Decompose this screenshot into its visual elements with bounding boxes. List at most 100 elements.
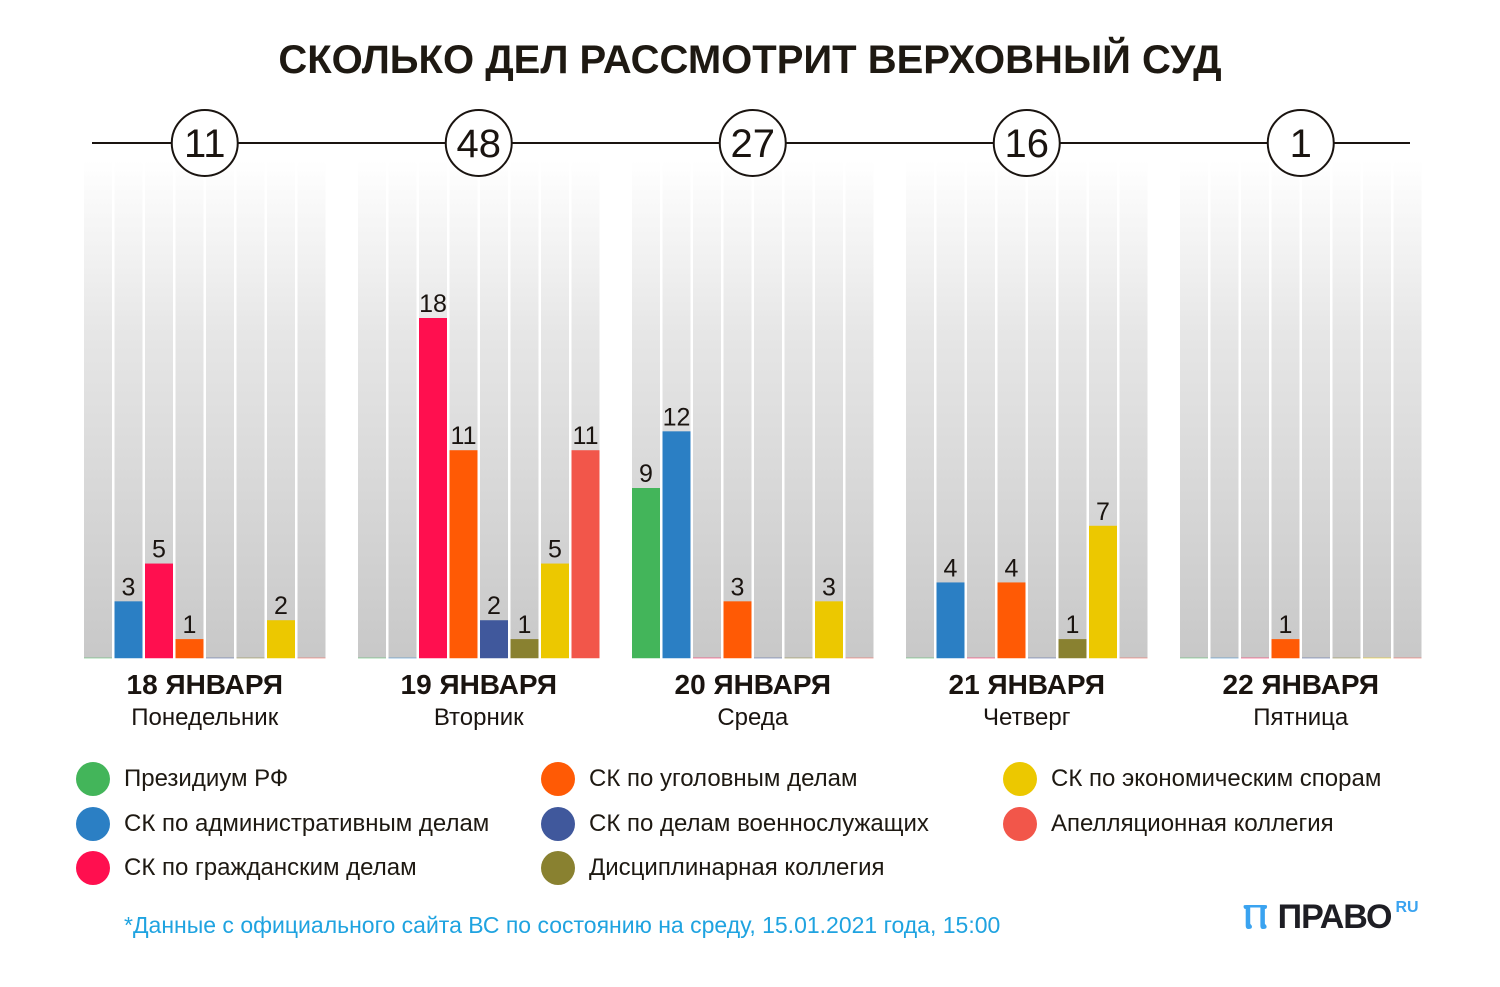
logo-suffix: RU bbox=[1395, 899, 1419, 916]
weekday-label: Понедельник bbox=[131, 704, 278, 731]
column-baseline bbox=[388, 657, 417, 659]
column-background bbox=[754, 160, 782, 658]
day-total-label: 27 bbox=[731, 122, 776, 166]
total-circle bbox=[992, 109, 1061, 177]
pravo-ru-logo[interactable]: Ⲡ ПРАВО RU bbox=[1243, 898, 1419, 936]
date-label: 19 ЯНВАРЯ bbox=[401, 669, 557, 700]
bar-value-label: 1 bbox=[1066, 611, 1080, 639]
pravo-logo-icon: Ⲡ bbox=[1243, 898, 1268, 936]
column-baseline bbox=[84, 657, 112, 659]
column-background bbox=[510, 160, 539, 658]
day-group: 1 1 22 ЯНВАРЯ Пятница bbox=[1180, 109, 1422, 731]
total-circle bbox=[170, 109, 239, 177]
column-baseline bbox=[1119, 657, 1148, 659]
column-baseline bbox=[1210, 657, 1239, 659]
legend-label: Дисциплинарная коллегия bbox=[589, 854, 885, 881]
bar-value-label: 1 bbox=[518, 611, 532, 639]
column-background bbox=[693, 160, 721, 658]
legend-item-administrative: СК по административным делам bbox=[76, 807, 489, 841]
column-baseline bbox=[358, 657, 386, 659]
column-baseline bbox=[1393, 657, 1422, 659]
legend-item-civil: СК по гражданским делам bbox=[76, 851, 417, 885]
column-background bbox=[784, 160, 813, 658]
column-baseline bbox=[1363, 657, 1391, 659]
day-total-label: 1 bbox=[1290, 122, 1312, 166]
bar bbox=[541, 563, 569, 658]
legend-item-economic: СК по экономическим спорам bbox=[1003, 762, 1381, 796]
day-total-label: 16 bbox=[1005, 122, 1050, 166]
column-baseline bbox=[693, 657, 721, 659]
column-background bbox=[1302, 160, 1330, 658]
legend-dot-icon bbox=[541, 851, 575, 885]
day-group: 4 4 1 7 16 21 ЯНВАРЯ Четверг bbox=[906, 109, 1148, 731]
bar-value-label: 5 bbox=[152, 536, 166, 564]
column-baseline bbox=[845, 657, 874, 659]
column-baseline bbox=[754, 657, 782, 659]
legend-dot-icon bbox=[76, 762, 110, 796]
column-background bbox=[723, 160, 752, 658]
bar bbox=[662, 431, 691, 658]
legend-item-military: СК по делам военнослужащих bbox=[541, 807, 929, 841]
column-background bbox=[815, 160, 843, 658]
column-background bbox=[1058, 160, 1087, 658]
column-background bbox=[175, 160, 204, 658]
day-group: 35 1 2 11 18 ЯНВАРЯ Понедельник bbox=[84, 109, 326, 731]
column-baseline bbox=[1028, 657, 1056, 659]
column-baseline bbox=[236, 657, 265, 659]
total-circle bbox=[444, 109, 513, 177]
legend-label: Президиум РФ bbox=[124, 765, 289, 792]
column-background bbox=[1332, 160, 1361, 658]
column-baseline bbox=[1302, 657, 1330, 659]
date-label: 22 ЯНВАРЯ bbox=[1223, 669, 1379, 700]
legend-dot-icon bbox=[541, 807, 575, 841]
logo-text: ПРАВО bbox=[1277, 898, 1393, 936]
column-background bbox=[297, 160, 326, 658]
legend-dot-icon bbox=[76, 807, 110, 841]
bar-value-label: 3 bbox=[122, 573, 136, 601]
column-background bbox=[845, 160, 874, 658]
bar bbox=[815, 601, 843, 658]
bar-value-label: 3 bbox=[822, 573, 836, 601]
weekday-label: Пятница bbox=[1253, 704, 1349, 731]
chart-title: СКОЛЬКО ДЕЛ РАССМОТРИТ ВЕРХОВНЫЙ СУД bbox=[278, 38, 1222, 82]
legend-label: Апелляционная коллегия bbox=[1051, 810, 1334, 837]
bar-value-label: 3 bbox=[731, 573, 745, 601]
column-baseline bbox=[206, 657, 234, 659]
column-baseline bbox=[1241, 657, 1269, 659]
bar bbox=[267, 620, 295, 658]
date-label: 21 ЯНВАРЯ bbox=[949, 669, 1105, 700]
total-circle bbox=[718, 109, 787, 177]
column-baseline bbox=[1332, 657, 1361, 659]
legend-item-appeal: Апелляционная коллегия bbox=[1003, 807, 1334, 841]
column-background bbox=[480, 160, 508, 658]
column-background bbox=[1363, 160, 1391, 658]
column-background bbox=[267, 160, 295, 658]
column-background bbox=[1241, 160, 1269, 658]
column-baseline bbox=[967, 657, 995, 659]
column-background bbox=[906, 160, 934, 658]
bar bbox=[1271, 639, 1300, 658]
bar bbox=[723, 601, 752, 658]
weekday-label: Вторник bbox=[434, 704, 524, 731]
weekday-label: Среда bbox=[717, 704, 789, 731]
day-total-label: 11 bbox=[184, 122, 226, 166]
bar-value-label: 9 bbox=[639, 460, 653, 488]
date-label: 18 ЯНВАРЯ bbox=[127, 669, 283, 700]
column-background bbox=[206, 160, 234, 658]
bar bbox=[145, 563, 173, 658]
bar-value-label: 4 bbox=[1005, 554, 1019, 582]
column-background bbox=[1271, 160, 1300, 658]
column-background bbox=[1119, 160, 1148, 658]
legend-dot-icon bbox=[76, 851, 110, 885]
bar bbox=[480, 620, 508, 658]
column-background bbox=[936, 160, 965, 658]
legend-label: СК по административным делам bbox=[124, 810, 490, 837]
bar-value-label: 7 bbox=[1096, 498, 1110, 526]
bar-value-label: 18 bbox=[419, 290, 447, 318]
bar-value-label: 5 bbox=[548, 536, 562, 564]
legend-label: СК по уголовным делам bbox=[589, 765, 858, 792]
bar bbox=[175, 639, 204, 658]
legend-dot-icon bbox=[1003, 807, 1037, 841]
legend-label: СК по гражданским делам bbox=[124, 854, 417, 881]
